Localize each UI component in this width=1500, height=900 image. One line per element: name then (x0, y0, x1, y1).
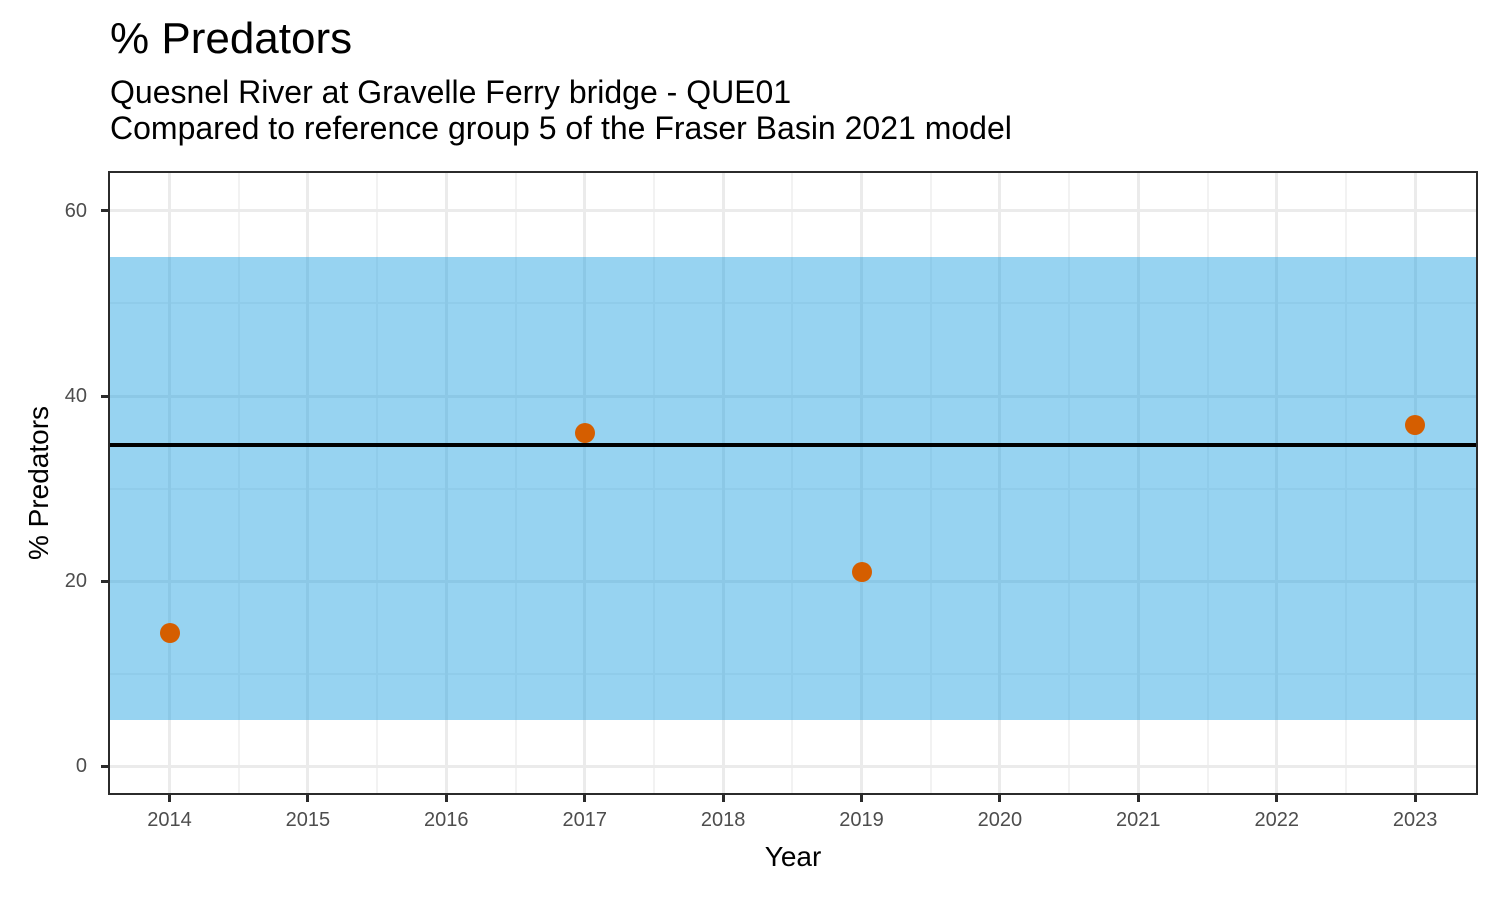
x-tick-mark (721, 793, 725, 802)
x-tick-mark (998, 793, 1002, 802)
x-tick-mark (583, 793, 587, 802)
x-minor-gridline (237, 173, 240, 793)
chart-subtitle: Quesnel River at Gravelle Ferry bridge -… (110, 74, 1012, 146)
y-tick-mark (101, 579, 110, 583)
data-point (1405, 414, 1426, 435)
x-tick-label: 2022 (1254, 809, 1299, 831)
x-major-gridline (168, 173, 171, 793)
x-minor-gridline (1206, 173, 1209, 793)
y-axis-title: % Predators (23, 405, 54, 561)
data-point (159, 622, 180, 643)
y-tick-mark (101, 764, 110, 768)
y-tick-label: 20 (64, 570, 87, 593)
chart-title: % Predators (110, 14, 353, 63)
x-tick-label: 2020 (977, 809, 1023, 831)
y-tick-label: 0 (75, 755, 87, 778)
reference-band (110, 257, 1476, 720)
y-minor-gridline (110, 672, 1476, 675)
y-minor-gridline (110, 487, 1476, 490)
y-tick-mark (101, 209, 110, 213)
y-minor-gridline (110, 302, 1476, 305)
x-major-gridline (1275, 173, 1279, 793)
x-major-gridline (1136, 173, 1140, 793)
x-minor-gridline (929, 173, 932, 793)
x-axis-title: Year (764, 841, 822, 872)
x-tick-mark (444, 793, 448, 802)
y-tick-label: 40 (64, 385, 87, 407)
x-minor-gridline (1068, 173, 1071, 793)
y-tick-label: 60 (64, 199, 87, 222)
chart-subtitle-line-1: Quesnel River at Gravelle Ferry bridge -… (110, 74, 792, 110)
x-tick-label: 2019 (839, 809, 884, 831)
x-tick-mark (1413, 793, 1417, 802)
x-tick-mark (168, 793, 171, 802)
y-major-gridline (110, 394, 1476, 398)
plot-panel (110, 173, 1476, 793)
x-major-gridline (1413, 173, 1417, 793)
x-tick-label: 2017 (562, 809, 607, 831)
y-tick-mark (101, 394, 110, 398)
y-major-gridline (110, 764, 1476, 768)
x-tick-mark (1136, 793, 1140, 802)
x-minor-gridline (791, 173, 794, 793)
x-tick-label: 2023 (1392, 809, 1438, 831)
x-major-gridline (306, 173, 310, 793)
x-tick-mark (1275, 793, 1279, 802)
y-major-gridline (110, 579, 1476, 583)
y-major-gridline (110, 209, 1476, 213)
x-tick-label: 2014 (147, 809, 192, 831)
reference-line (110, 443, 1476, 448)
x-tick-mark (860, 793, 863, 802)
x-major-gridline (860, 173, 863, 793)
x-minor-gridline (652, 173, 655, 793)
x-minor-gridline (1344, 173, 1347, 793)
x-tick-label: 2018 (700, 809, 746, 831)
data-point (851, 561, 872, 582)
x-major-gridline (583, 173, 587, 793)
x-minor-gridline (376, 173, 379, 793)
chart-subtitle-line-2: Compared to reference group 5 of the Fra… (110, 110, 1012, 146)
data-point (574, 423, 595, 444)
x-tick-mark (306, 793, 310, 802)
x-tick-label: 2021 (1116, 809, 1161, 831)
x-minor-gridline (514, 173, 517, 793)
x-major-gridline (721, 173, 725, 793)
x-major-gridline (998, 173, 1002, 793)
x-tick-label: 2015 (285, 809, 331, 831)
x-tick-label: 2016 (424, 809, 469, 831)
x-major-gridline (444, 173, 448, 793)
